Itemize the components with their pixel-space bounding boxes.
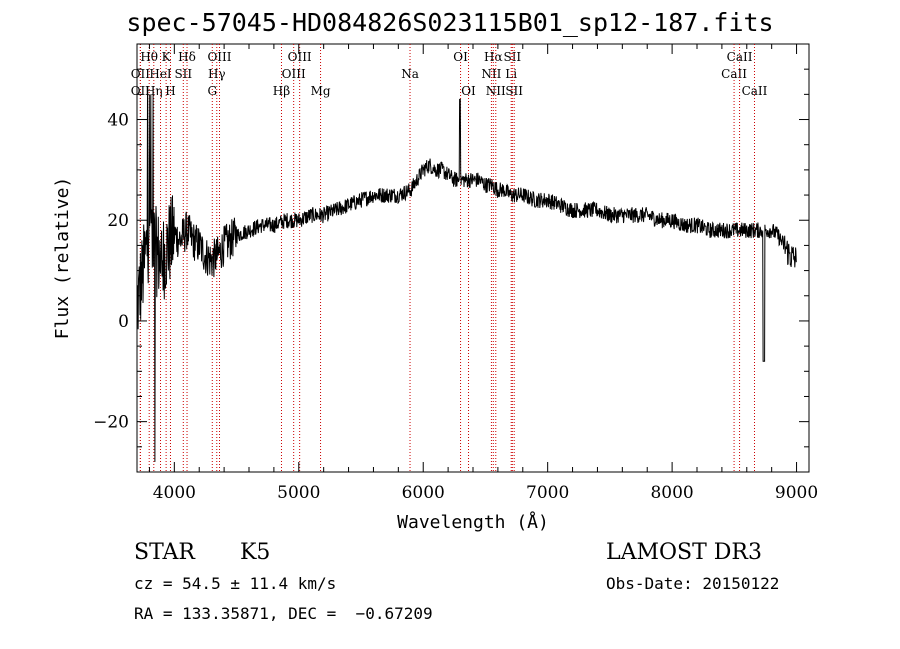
- spectral-line-label: SII: [174, 67, 192, 81]
- y-tick-label: 40: [107, 111, 129, 131]
- spectral-line-label: OI: [453, 50, 468, 64]
- spectral-line-label: Mg: [311, 84, 331, 98]
- object-subclass: K5: [240, 540, 271, 565]
- chart-title: spec-57045-HD084826S023115B01_sp12-187.f…: [126, 8, 774, 37]
- spectral-line-label: Hδ: [178, 50, 196, 64]
- x-tick-label: 7000: [526, 483, 569, 503]
- object-class: STAR: [134, 540, 195, 565]
- y-tick-label: 20: [107, 211, 129, 231]
- observation-date: Obs-Date: 20150122: [606, 574, 780, 593]
- spectral-line-label: CaII: [727, 50, 753, 64]
- spectral-line-label: OII: [131, 84, 151, 98]
- spectral-line-label: Hα: [484, 50, 503, 64]
- spectral-line-label: OIII: [282, 67, 306, 81]
- spectral-line-label: CaII: [721, 67, 747, 81]
- x-tick-label: 9000: [775, 483, 818, 503]
- spectral-line-label: Hθ: [140, 50, 158, 64]
- coordinates: RA = 133.35871, DEC = −0.67209: [134, 604, 433, 623]
- x-axis-label: Wavelength (Å): [397, 511, 549, 533]
- survey-label: LAMOST DR3: [606, 540, 762, 565]
- spectral-line-label: SII: [505, 84, 523, 98]
- flux-layer: [136, 94, 797, 462]
- x-tick-label: 4000: [153, 483, 196, 503]
- spectral-line-label: G: [207, 84, 217, 98]
- spectral-line-label: OIII: [288, 50, 312, 64]
- plot-frame: [136, 43, 810, 473]
- flux-series-line: [136, 94, 797, 462]
- spectral-line-label: HeI: [149, 67, 172, 81]
- y-tick-label: 0: [118, 312, 129, 332]
- x-tick-label: 5000: [277, 483, 320, 503]
- spectral-line-label: CaII: [742, 84, 768, 98]
- spectral-line-label: Hγ: [208, 67, 226, 81]
- spectral-line-label: Li: [505, 67, 517, 81]
- spectral-line-label: K: [162, 50, 172, 64]
- axis-ticks-layer: 4000 5000 6000 7000 8000 9000 −20 0 20 40: [93, 43, 818, 503]
- y-axis-label: Flux (relative): [52, 177, 73, 340]
- spectral-line-label: OI: [461, 84, 476, 98]
- spectral-line-label: SII: [503, 50, 521, 64]
- spectral-line-label: Na: [401, 67, 419, 81]
- spectral-line-label: NII: [481, 67, 501, 81]
- spectral-line-label: NII: [486, 84, 506, 98]
- y-tick-label: −20: [93, 413, 129, 433]
- x-tick-label: 8000: [650, 483, 693, 503]
- spectral-line-label: H: [165, 84, 175, 98]
- spectral-lines-layer: OIIOIIHθHηHeIKHSIIHδGHγOIIIHβOIIIOIIIMgN…: [131, 44, 768, 472]
- redshift-value: cz = 54.5 ± 11.4 km/s: [134, 574, 337, 593]
- spectral-line-label: OIII: [207, 50, 231, 64]
- x-tick-label: 6000: [402, 483, 445, 503]
- spectral-line-label: Hβ: [273, 84, 290, 98]
